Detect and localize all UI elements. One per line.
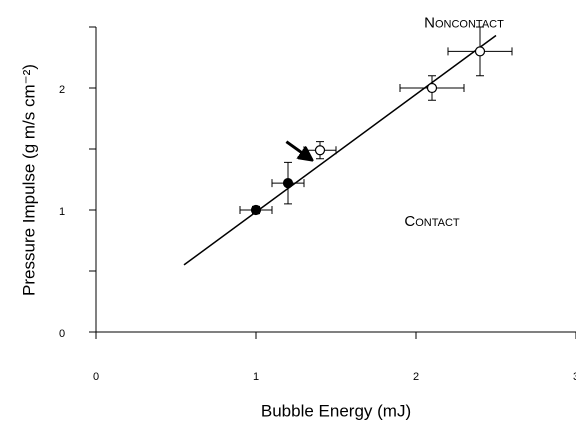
annotation: Contact: [404, 213, 460, 230]
arrow: [285, 140, 312, 160]
point: [314, 145, 326, 156]
point: [474, 46, 486, 57]
x-axis-title: Bubble Energy (mJ): [261, 401, 411, 420]
x-tick-label: 0: [93, 371, 99, 383]
x-tick-label: 1: [253, 371, 259, 383]
y-tick-label: 2: [59, 84, 65, 96]
x-tick-label: 2: [413, 371, 419, 383]
y-tick-label: 1: [59, 206, 65, 218]
point: [426, 82, 438, 94]
x-tick-label: 3: [573, 371, 576, 383]
y-tick-label: 0: [59, 328, 65, 340]
point: [250, 204, 262, 216]
fit-line: [183, 34, 497, 266]
point: [282, 178, 294, 189]
y-axis-title: Pressure Impulse (g m/s cm⁻²): [19, 64, 38, 296]
annotation: Noncontact: [424, 14, 504, 31]
